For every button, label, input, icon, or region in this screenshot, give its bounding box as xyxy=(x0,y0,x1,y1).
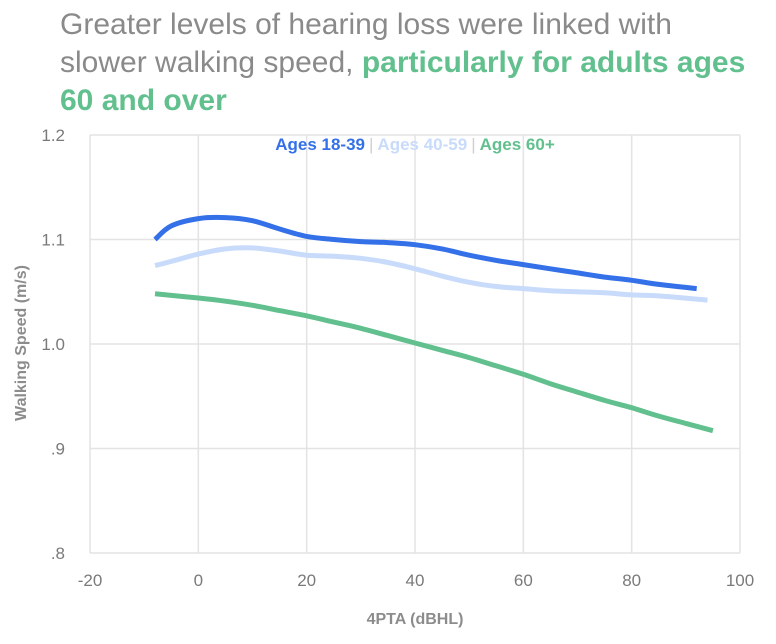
grid-lines xyxy=(89,134,741,554)
series-line-1 xyxy=(153,214,697,292)
chart-title-plain: Greater levels of hearing loss were link… xyxy=(60,8,672,79)
tick-labels: -20 0 20 40 60 80 100 .8 .9 1.0 1.1 1.2 xyxy=(41,126,754,590)
chart-title: Greater levels of hearing loss were link… xyxy=(60,6,760,120)
x-tick-label: 20 xyxy=(297,571,316,590)
legend-item: Ages 18-39 xyxy=(275,135,365,154)
series-line-3 xyxy=(154,291,714,434)
x-axis-label: 4PTA (dBHL) xyxy=(367,611,464,628)
y-tick-label: 1.2 xyxy=(41,126,65,145)
x-tick-label: 100 xyxy=(726,571,754,590)
series-line-2 xyxy=(154,245,708,303)
y-tick-label: 1.0 xyxy=(41,335,65,354)
legend-separator: | xyxy=(471,135,475,154)
y-tick-label: .9 xyxy=(51,440,65,459)
legend-item: Ages 60+ xyxy=(480,135,555,154)
x-tick-label: 40 xyxy=(406,571,425,590)
x-tick-label: 80 xyxy=(622,571,641,590)
legend: Ages 18-39 | Ages 40-59 | Ages 60+ xyxy=(275,135,555,154)
y-tick-label: .8 xyxy=(51,544,65,563)
y-axis-label: Walking Speed (m/s) xyxy=(13,265,30,421)
x-tick-label: -20 xyxy=(78,571,103,590)
y-tick-label: 1.1 xyxy=(41,231,65,250)
series-lines xyxy=(153,214,714,434)
legend-separator: | xyxy=(369,135,373,154)
x-tick-label: 0 xyxy=(194,571,203,590)
x-tick-label: 60 xyxy=(514,571,533,590)
chart-title-highlight: particularly for adults ages 60 and over xyxy=(60,46,746,117)
legend-item: Ages 40-59 xyxy=(377,135,467,154)
